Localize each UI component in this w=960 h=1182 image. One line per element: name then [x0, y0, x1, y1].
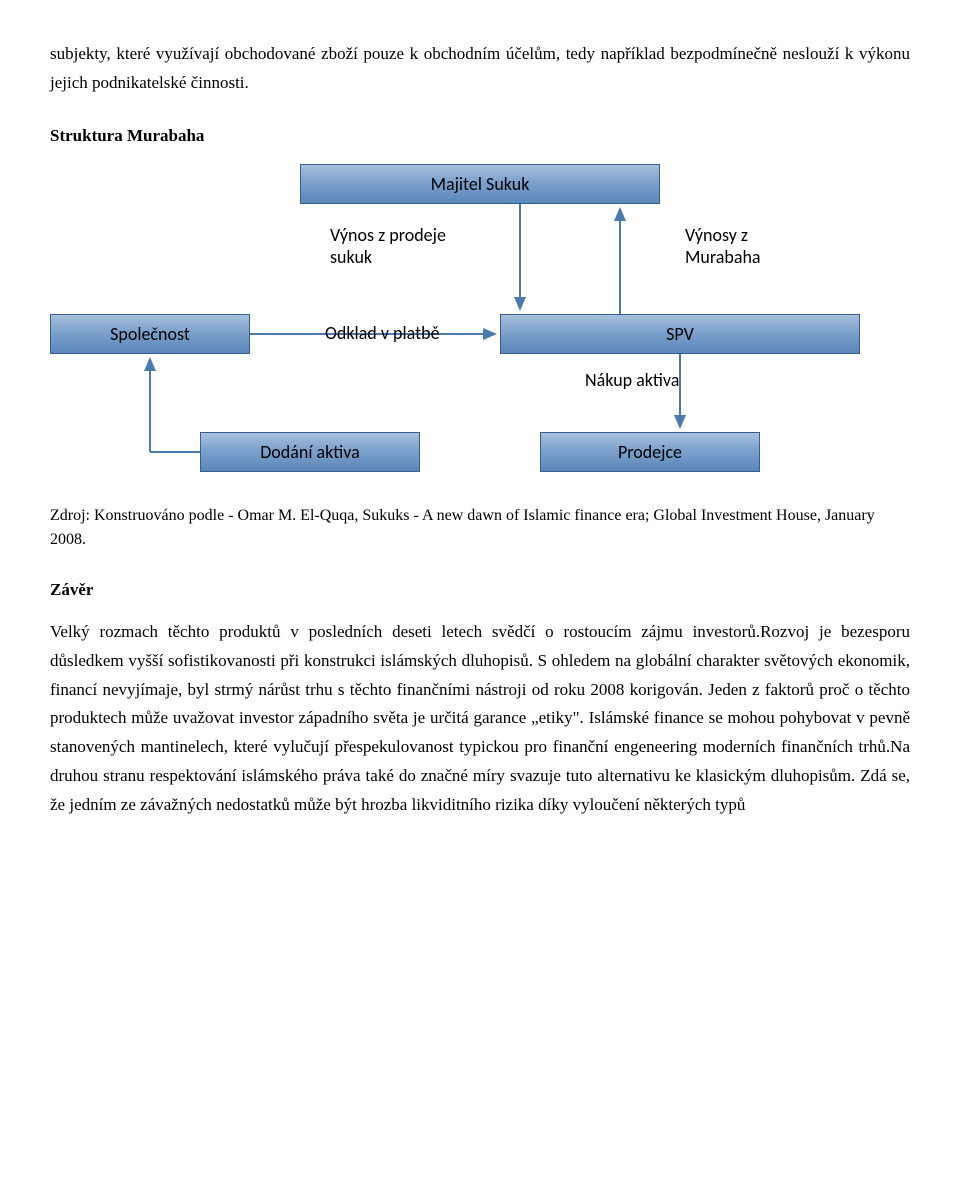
label-odklad-v-platbe: Odklad v platbě — [325, 322, 440, 345]
node-majitel-sukuk: Majitel Sukuk — [300, 164, 660, 204]
murabaha-diagram: Majitel Sukuk Výnos z prodeje sukuk Výno… — [50, 164, 910, 484]
node-prodejce: Prodejce — [540, 432, 760, 472]
intro-paragraph: subjekty, které využívají obchodované zb… — [50, 40, 910, 98]
node-dodani-aktiva: Dodání aktiva — [200, 432, 420, 472]
struktura-heading: Struktura Murabaha — [50, 126, 910, 146]
node-spolecnost: Společnost — [50, 314, 250, 354]
diagram-source: Zdroj: Konstruováno podle - Omar M. El-Q… — [50, 504, 910, 552]
zaver-heading: Závěr — [50, 580, 910, 600]
node-spv: SPV — [500, 314, 860, 354]
label-nakup-aktiva: Nákup aktiva — [585, 369, 679, 392]
label-vynos-z-prodeje: Výnos z prodeje sukuk — [330, 224, 470, 269]
zaver-paragraph: Velký rozmach těchto produktů v poslední… — [50, 618, 910, 820]
label-vynosy-z-murabaha: Výnosy z Murabaha — [685, 224, 825, 269]
